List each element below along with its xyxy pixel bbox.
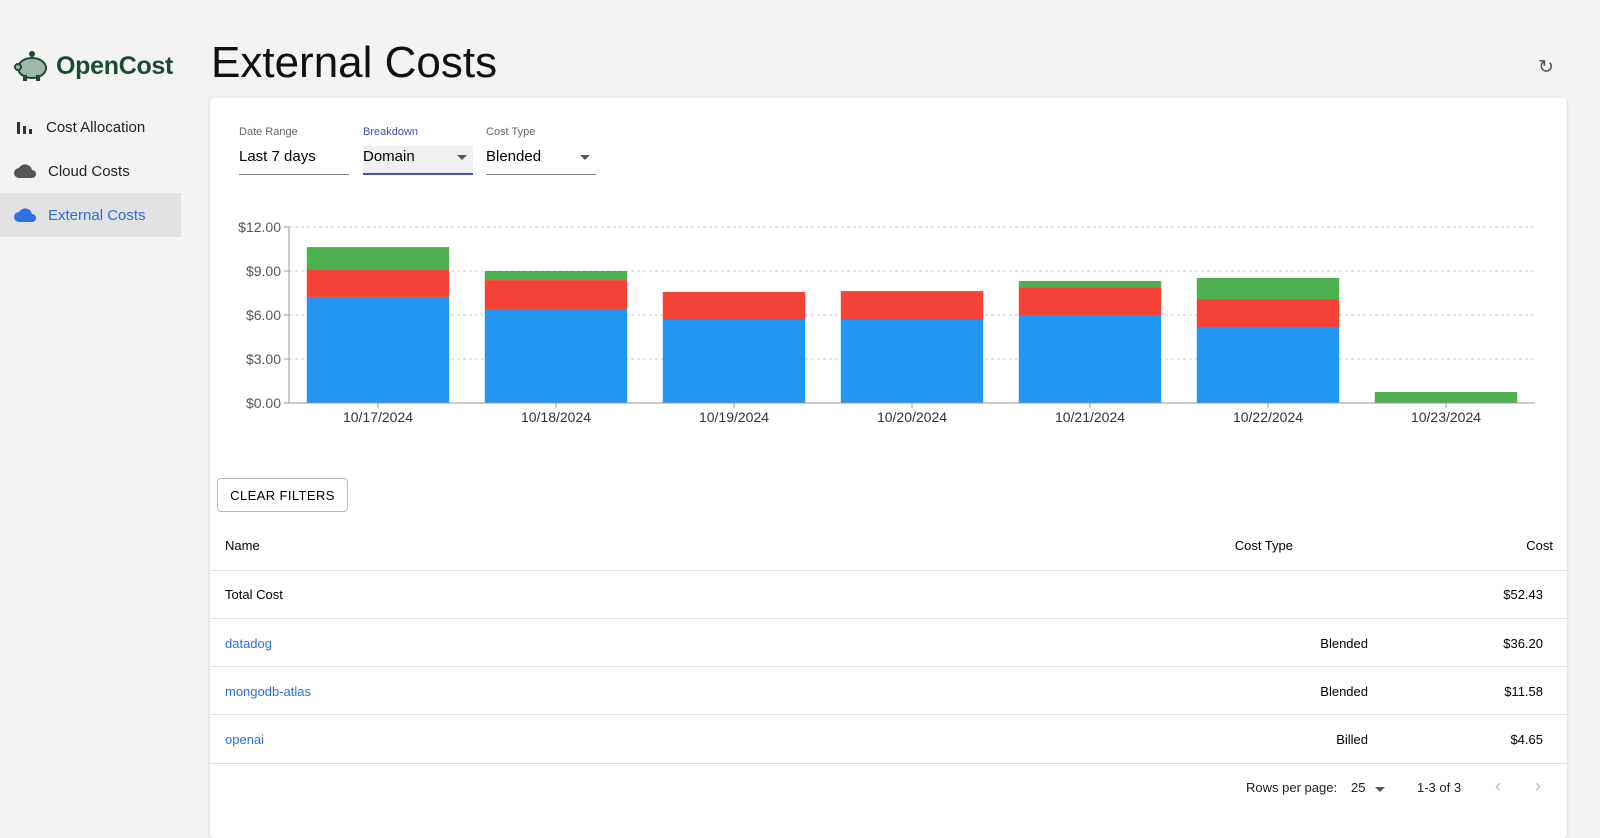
bar-segment xyxy=(840,291,984,320)
bar-segment xyxy=(1196,327,1340,403)
total-label: Total Cost xyxy=(225,587,283,602)
row-cost-type: Blended xyxy=(1320,684,1368,699)
brand-name: OpenCost xyxy=(56,51,174,80)
bar-segment xyxy=(1374,392,1518,403)
refresh-icon[interactable]: ↻ xyxy=(1538,57,1554,78)
content-card: Date Range Last 7 days Breakdown Domain … xyxy=(210,98,1567,838)
breakdown-value[interactable]: Domain xyxy=(363,146,473,175)
row-cost: $4.65 xyxy=(1510,732,1543,747)
date-range-value[interactable]: Last 7 days xyxy=(239,146,349,175)
sidebar-item-label: Cloud Costs xyxy=(48,162,130,180)
y-tick-label: $3.00 xyxy=(246,351,281,367)
previous-page-button[interactable]: ‹ xyxy=(1495,776,1501,796)
rows-per-page-label: Rows per page: xyxy=(1246,780,1338,795)
x-tick-label: 10/20/2024 xyxy=(877,409,947,425)
bar-segment xyxy=(1018,287,1162,315)
bar-segment xyxy=(1018,315,1162,403)
chevron-down-icon xyxy=(457,155,467,160)
bar-segment xyxy=(306,269,450,297)
cloud-icon xyxy=(14,164,36,178)
y-tick-label: $9.00 xyxy=(246,263,281,279)
x-tick-label: 10/17/2024 xyxy=(343,409,413,425)
chevron-down-icon xyxy=(580,155,590,160)
x-tick-label: 10/21/2024 xyxy=(1055,409,1125,425)
x-tick-label: 10/19/2024 xyxy=(699,409,769,425)
sidebar-item-label: External Costs xyxy=(48,206,146,224)
column-header-name[interactable]: Name xyxy=(225,538,260,553)
rows-per-page-select[interactable]: 25 xyxy=(1351,780,1387,795)
column-header-cost[interactable]: Cost xyxy=(1526,538,1553,553)
x-tick-label: 10/18/2024 xyxy=(521,409,591,425)
cost-chart: $0.00 $3.00 $6.00 $9.00 $12.00 10/17/2024 10/1… xyxy=(238,219,1535,425)
cost-type-label: Cost Type xyxy=(486,126,536,138)
row-cost: $11.58 xyxy=(1504,684,1543,699)
breakdown-label: Breakdown xyxy=(363,126,419,138)
opencost-logo[interactable]: OpenCost xyxy=(14,50,173,82)
divider xyxy=(210,714,1567,715)
y-tick-label: $12.00 xyxy=(238,219,281,235)
bar-segment xyxy=(484,271,628,281)
row-name-link[interactable]: openai xyxy=(225,732,265,747)
pagination-range: 1-3 of 3 xyxy=(1417,780,1462,795)
cloud-icon xyxy=(14,208,36,222)
cost-type-value-text: Blended xyxy=(486,148,542,165)
sidebar: Cost Allocation Cloud Costs External Cos… xyxy=(0,105,181,237)
bar-segment xyxy=(306,247,450,270)
breakdown-value-text: Domain xyxy=(363,148,415,165)
page-title: External Costs xyxy=(211,38,498,87)
date-range-label: Date Range xyxy=(239,126,298,138)
x-tick-label: 10/23/2024 xyxy=(1411,409,1481,425)
total-cost: $52.43 xyxy=(1503,587,1543,602)
row-cost: $36.20 xyxy=(1503,636,1543,651)
sidebar-item-cloud-costs[interactable]: Cloud Costs xyxy=(0,149,181,193)
next-page-button[interactable]: › xyxy=(1535,776,1541,796)
sidebar-item-external-costs[interactable]: External Costs xyxy=(0,193,181,237)
sidebar-item-label: Cost Allocation xyxy=(46,118,146,136)
rows-per-page-value: 25 xyxy=(1351,780,1366,795)
bar-segment xyxy=(662,319,806,403)
y-tick-label: $0.00 xyxy=(246,395,281,411)
cost-type-select[interactable]: Cost Type Blended xyxy=(486,126,596,175)
column-header-cost-type[interactable]: Cost Type xyxy=(1234,538,1293,553)
breakdown-select[interactable]: Breakdown Domain xyxy=(363,126,473,175)
bar-segment xyxy=(1196,299,1340,328)
clear-filters-button[interactable]: CLEAR FILTERS xyxy=(217,478,348,512)
divider xyxy=(210,618,1567,619)
row-name-link[interactable]: datadog xyxy=(225,636,272,651)
y-tick-label: $6.00 xyxy=(246,307,281,323)
sidebar-item-cost-allocation[interactable]: Cost Allocation xyxy=(0,105,181,149)
bar-segment xyxy=(1196,278,1340,300)
row-cost-type: Blended xyxy=(1320,636,1368,651)
bar-segment xyxy=(662,291,806,320)
x-tick-label: 10/22/2024 xyxy=(1233,409,1303,425)
bar-segment xyxy=(840,319,984,403)
bar-segment xyxy=(484,308,628,403)
bar-segment xyxy=(1018,280,1162,288)
chevron-down-icon xyxy=(1375,787,1385,792)
divider xyxy=(210,570,1567,571)
bar-segment xyxy=(306,296,450,403)
bar-segment xyxy=(484,280,628,309)
date-range-select[interactable]: Date Range Last 7 days xyxy=(239,126,349,175)
bar-chart-icon xyxy=(17,122,32,134)
row-cost-type: Billed xyxy=(1336,732,1368,747)
cost-type-value[interactable]: Blended xyxy=(486,146,596,175)
divider xyxy=(210,763,1567,764)
row-name-link[interactable]: mongodb-atlas xyxy=(225,684,311,699)
divider xyxy=(210,666,1567,667)
piggy-bank-icon xyxy=(14,51,47,81)
